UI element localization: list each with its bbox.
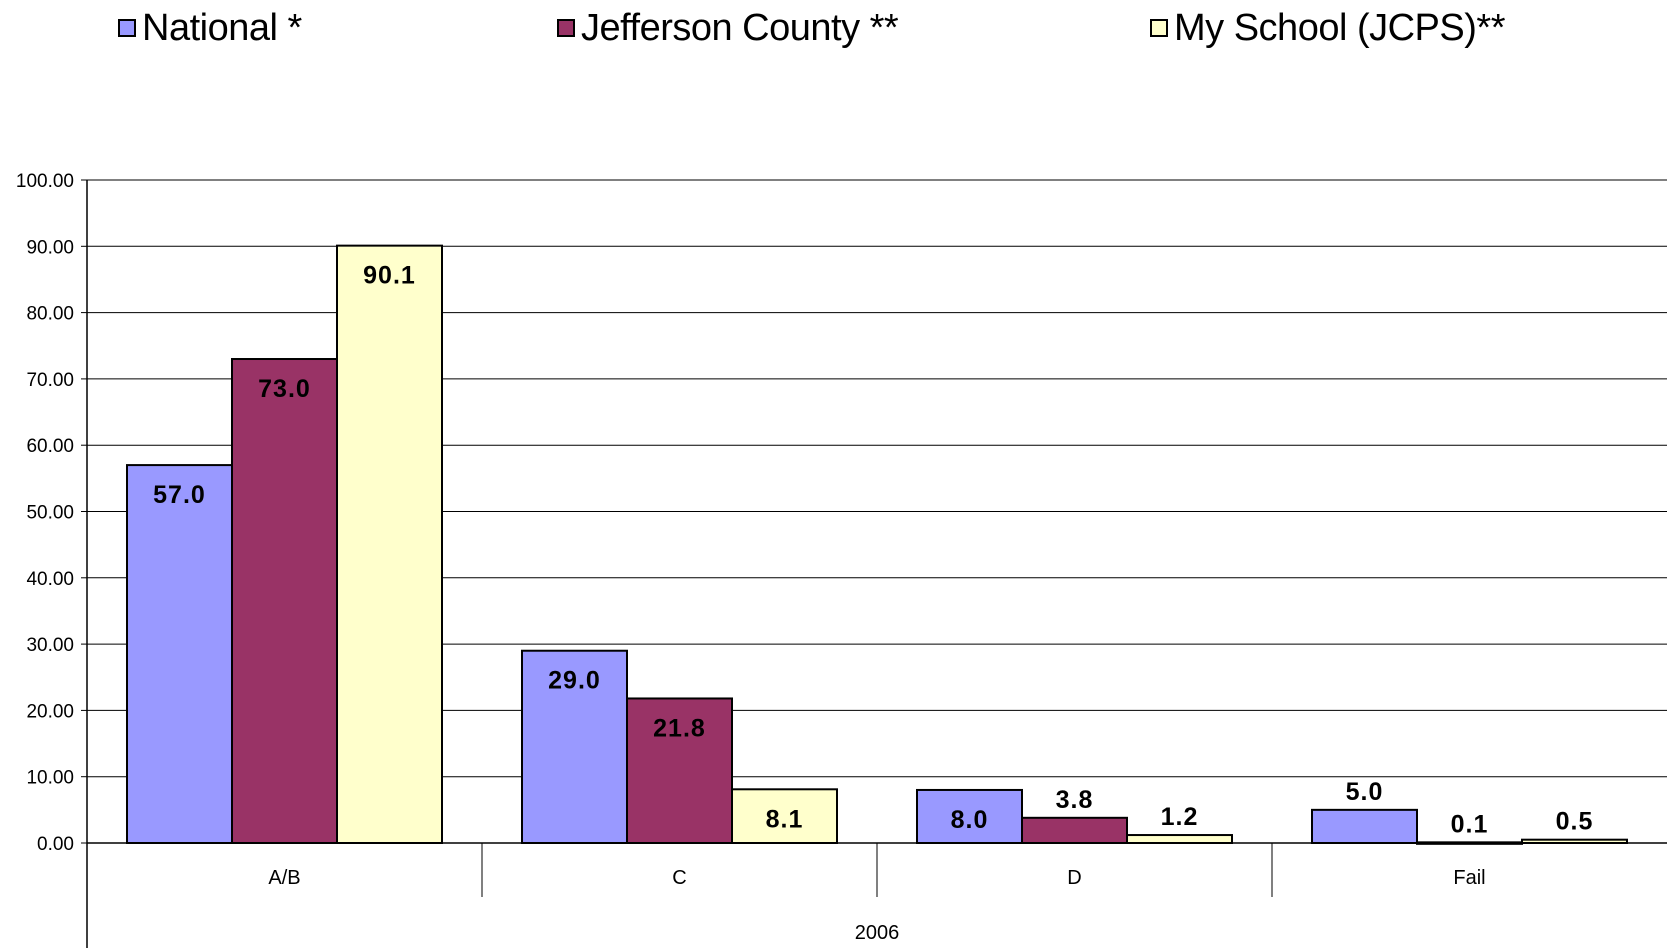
bar [126,464,233,844]
legend-label-my-school: My School (JCPS)** [1174,6,1505,49]
y-tick-label: 70.00 [26,370,74,391]
data-label: 29.0 [548,667,601,695]
bar [731,788,838,844]
legend-label-jefferson-county: Jefferson County ** [581,6,899,49]
y-tick-label: 0.00 [37,834,74,855]
bar [1126,834,1233,845]
legend-swatch-my-school [1150,19,1168,37]
legend-item-national: National * [118,4,302,52]
y-tick-label: 20.00 [26,701,74,722]
bar [916,788,1023,845]
bar [1021,816,1128,845]
y-tick-label: 80.00 [26,304,74,325]
x-group-label: 2006 [855,922,900,944]
data-label: 57.0 [153,481,206,509]
bar [1311,808,1418,844]
x-category-label: D [1067,867,1081,889]
data-label: 8.1 [766,805,804,833]
data-label: 0.5 [1556,808,1594,836]
y-tick-label: 30.00 [26,635,74,656]
data-label: 5.0 [1346,778,1384,806]
y-tick-label: 90.00 [26,237,74,258]
data-label: 90.1 [363,262,416,290]
y-tick-label: 10.00 [26,768,74,789]
x-category-label: Fail [1453,867,1485,889]
data-label: 21.8 [653,714,706,742]
y-tick-label: 50.00 [26,503,74,524]
data-label: 0.1 [1451,810,1489,838]
legend-label-national: National * [142,6,302,49]
y-tick-label: 60.00 [26,436,74,457]
x-category-label: C [672,867,686,889]
data-label: 1.2 [1161,803,1199,831]
bar [231,358,338,844]
bar [336,244,443,844]
bar [521,649,628,844]
data-label: 73.0 [258,375,311,403]
legend-swatch-jefferson-county [557,19,575,37]
legend-item-jefferson-county: Jefferson County ** [557,4,899,52]
legend-item-my-school: My School (JCPS)** [1150,4,1505,52]
legend-swatch-national [118,19,136,37]
y-tick-label: 100.00 [16,171,74,192]
data-label: 8.0 [951,806,989,834]
y-tick-label: 40.00 [26,569,74,590]
x-category-label: A/B [268,867,300,889]
bar [626,697,733,844]
data-label: 3.8 [1056,786,1094,814]
